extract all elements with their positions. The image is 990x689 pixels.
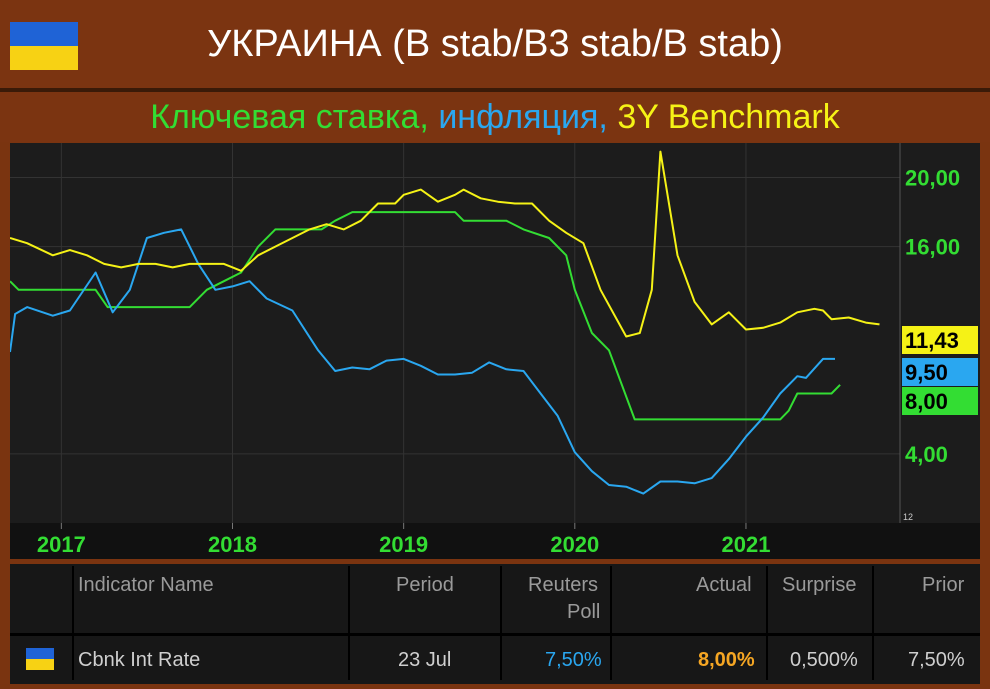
end-label-box-2 — [902, 326, 978, 354]
ukraine-flag-small-icon — [26, 648, 54, 670]
chart-subtitle: Ключевая ставка, инфляция, 3Y Benchmark — [0, 96, 990, 138]
series-line-0 — [9, 211, 841, 421]
subtitle-benchmark: 3Y Benchmark — [617, 98, 840, 136]
y-tick-label: 4,00 — [905, 442, 948, 467]
header-prior[interactable]: Prior — [922, 574, 965, 596]
row-surprise: 0,500% — [790, 649, 858, 671]
x-tick-label: 2018 — [208, 532, 257, 557]
header-surprise[interactable]: Surprise — [782, 574, 857, 596]
series-line-1 — [9, 228, 835, 495]
page-title: УКРАИНА (B stab/B3 stab/B stab) — [207, 23, 783, 65]
plot-background — [10, 143, 980, 559]
y-tick-label: 20,00 — [905, 166, 960, 191]
end-label-0: 8,00 — [905, 389, 948, 414]
end-label-box-1 — [902, 358, 978, 386]
subtitle-bar: Ключевая ставка, инфляция, 3Y Benchmark — [0, 90, 990, 142]
header-reuters-poll-line1[interactable]: Reuters — [528, 574, 599, 596]
row-period: 23 Jul — [398, 649, 452, 671]
y-tick-label: 16,00 — [905, 235, 960, 260]
header-indicator-name[interactable]: Indicator Name — [78, 574, 214, 596]
end-label-box-0 — [902, 387, 978, 415]
subtitle-inflation: инфляция, — [438, 98, 608, 136]
end-label-2: 11,43 — [905, 328, 959, 353]
header-period[interactable]: Period — [396, 574, 454, 596]
x-tick-label: 2019 — [379, 532, 428, 557]
row-prior: 7,50% — [908, 649, 965, 671]
header-reuters-poll-line2[interactable]: Poll — [567, 601, 601, 623]
row-reuters-poll: 7,50% — [545, 649, 602, 671]
x-axis-band — [10, 523, 980, 559]
x-tick-label: 2017 — [37, 532, 86, 557]
header-actual[interactable]: Actual — [696, 574, 752, 596]
line-chart: 2017 2018 2019 2020 2021 4,00 16,00 20,00 12 11,4… — [9, 143, 980, 559]
row-indicator-name[interactable]: Cbnk Int Rate — [78, 649, 201, 671]
chart-panel: 2017 2018 2019 2020 2021 4,00 16,00 20,00 12 11,4… — [9, 143, 980, 559]
row-actual: 8,00% — [698, 649, 755, 671]
axis-note: 12 — [903, 512, 913, 522]
end-label-1: 9,50 — [905, 360, 948, 385]
ukraine-flag-icon — [10, 22, 78, 70]
subtitle-key-rate: Ключевая ставка, — [150, 98, 429, 136]
series-line-2 — [9, 150, 880, 338]
x-tick-label: 2020 — [550, 532, 599, 557]
title-bar: УКРАИНА (B stab/B3 stab/B stab) — [0, 0, 990, 90]
indicator-table: Indicator Name Period Reuters Poll Actua… — [10, 564, 980, 684]
x-tick-label: 2021 — [721, 532, 770, 557]
